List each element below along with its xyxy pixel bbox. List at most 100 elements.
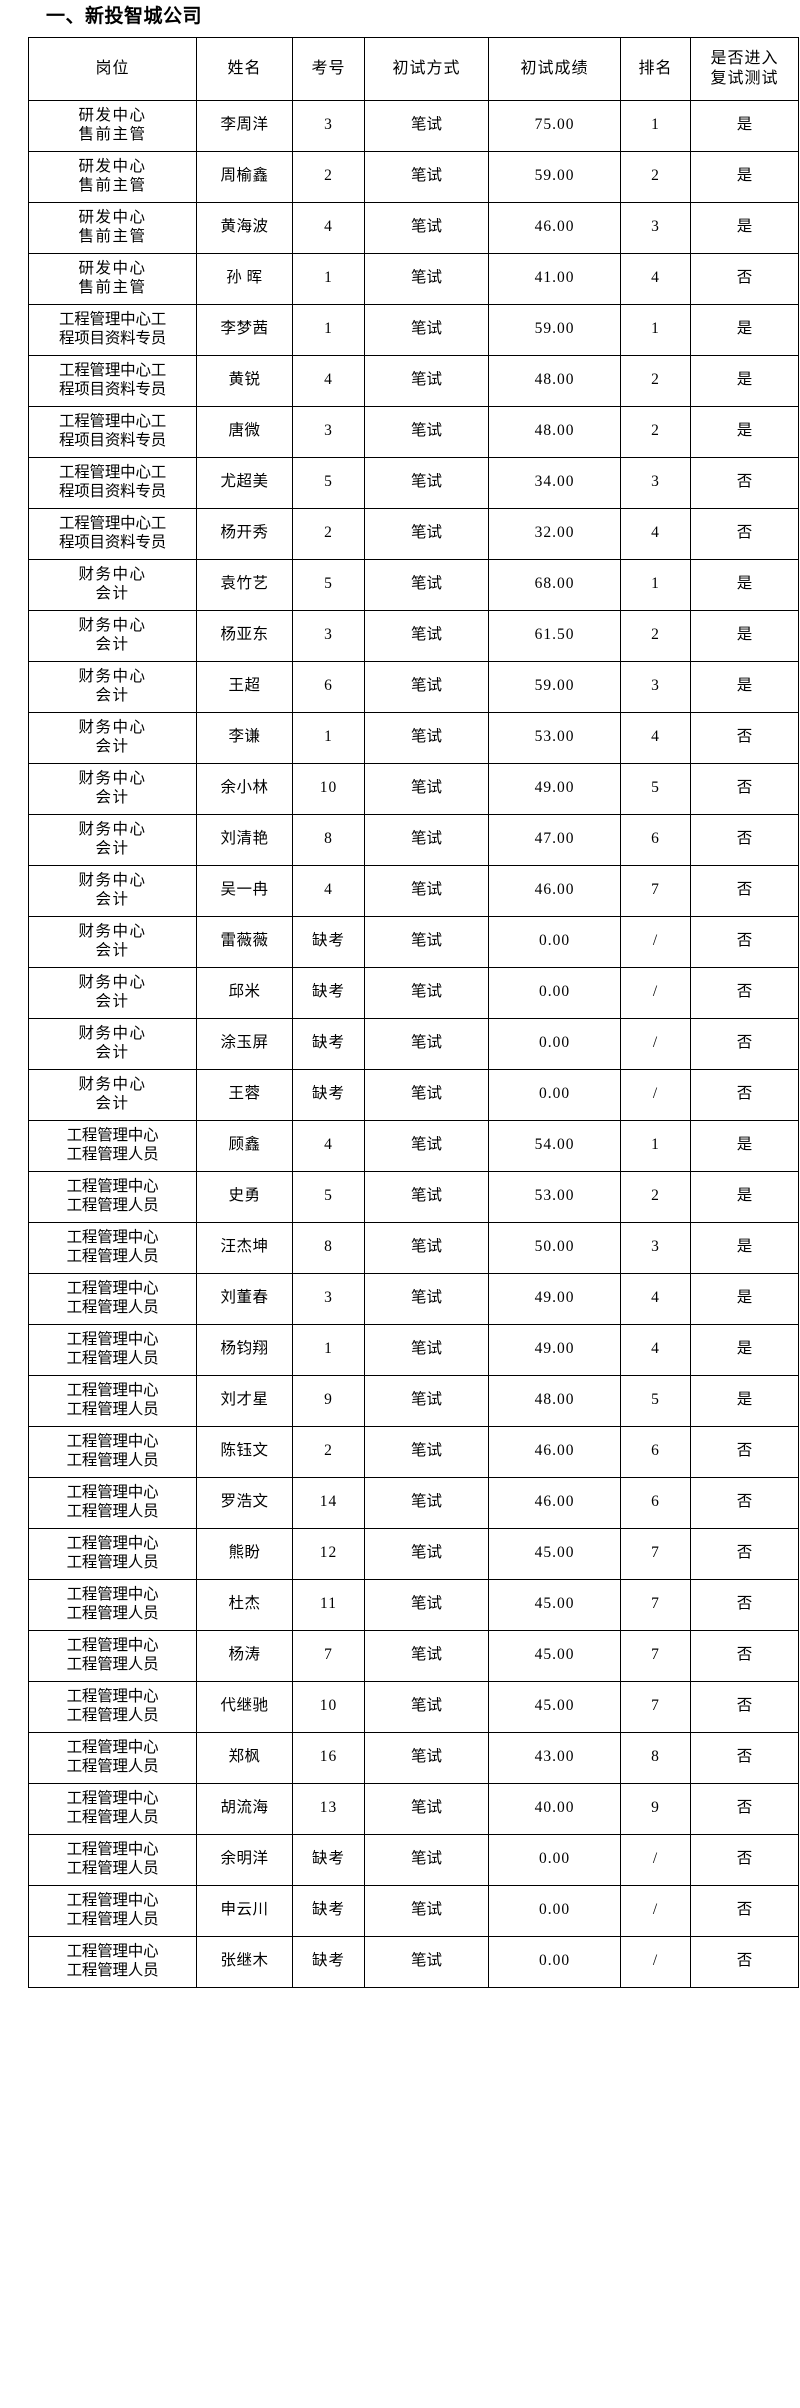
cell-score: 75.00: [488, 99, 621, 152]
table-row: 工程管理中心 工程管理人员 张继木 缺考 笔试 0.00/否: [28, 1935, 799, 1988]
cell-exam-no: 7: [292, 1629, 365, 1682]
table-row: 工程管理中心 工程管理人员 杜杰 11 笔试 45.00 7 否: [28, 1578, 799, 1631]
cell-post-line2: 程项目资料专员: [58, 533, 167, 551]
cell-pass: 是: [690, 660, 799, 713]
cell-pass: 否: [690, 864, 799, 917]
cell-method: 笔试: [364, 1935, 489, 1988]
cell-pass: 否: [690, 1680, 799, 1733]
cell-post-line1: 工程管理中心: [66, 1840, 159, 1858]
cell-post-line2: 程项目资料专员: [58, 380, 167, 398]
cell-score: 53.00: [488, 711, 621, 764]
cell-name: 孙 晖: [196, 252, 293, 305]
cell-post-line2: 工程管理人员: [66, 1145, 159, 1163]
table-row: 工程管理中心 工程管理人员 罗浩文 14 笔试 46.00 6 否: [28, 1476, 799, 1529]
cell-exam-no: 3: [292, 405, 365, 458]
cell-post-line2: 工程管理人员: [66, 1859, 159, 1877]
cell-exam-no: 3: [292, 99, 365, 152]
table-row: 研发中心 售前主管 黄海波 4 笔试 46.00 3 是: [28, 201, 799, 254]
cell-name: 张继木: [196, 1935, 293, 1988]
cell-exam-no: 缺考: [292, 915, 365, 968]
table-row: 研发中心 售前主管 周榆鑫 2 笔试 59.00 2 是: [28, 150, 799, 203]
cell-score: 0.00: [488, 1884, 621, 1937]
cell-score: 47.00: [488, 813, 621, 866]
cell-name: 尤超美: [196, 456, 293, 509]
cell-score: 45.00: [488, 1578, 621, 1631]
table-row: 工程管理中心 工程管理人员 汪杰坤 8 笔试 50.00 3 是: [28, 1221, 799, 1274]
cell-post: 财务中心 会计: [28, 558, 197, 611]
table-row: 财务中心 会计 杨亚东 3 笔试 61.50 2 是: [28, 609, 799, 662]
cell-post: 工程管理中心 工程管理人员: [28, 1935, 197, 1988]
cell-post-line2: 会计: [95, 839, 130, 857]
cell-post: 财务中心 会计: [28, 762, 197, 815]
table-row: 工程管理中心工 程项目资料专员 黄锐 4 笔试 48.00 2 是: [28, 354, 799, 407]
exam-results-table: 岗位 姓名 考号 初试方式 初试成绩 排名 是否进入 复试测试 研发中心 售前主管…: [28, 36, 799, 1988]
cell-name: 史勇: [196, 1170, 293, 1223]
cell-post-line1: 工程管理中心工: [58, 361, 167, 379]
cell-name: 邱米: [196, 966, 293, 1019]
cell-score: 68.00: [488, 558, 621, 611]
cell-post-line1: 工程管理中心: [66, 1738, 159, 1756]
cell-post: 财务中心 会计: [28, 915, 197, 968]
cell-exam-no: 9: [292, 1374, 365, 1427]
cell-rank: /: [620, 1884, 691, 1937]
cell-post-line1: 工程管理中心: [66, 1789, 159, 1807]
cell-name: 李谦: [196, 711, 293, 764]
cell-score: 46.00: [488, 201, 621, 254]
cell-exam-no: 5: [292, 1170, 365, 1223]
cell-score: 45.00: [488, 1527, 621, 1580]
cell-name: 唐微: [196, 405, 293, 458]
table-row: 财务中心 会计 李谦 1 笔试 53.00 4 否: [28, 711, 799, 764]
cell-method: 笔试: [364, 1629, 489, 1682]
cell-post-line2: 售前主管: [78, 278, 147, 296]
cell-rank: 2: [620, 609, 691, 662]
cell-score: 32.00: [488, 507, 621, 560]
cell-score: 0.00: [488, 966, 621, 1019]
cell-post-line1: 工程管理中心: [66, 1432, 159, 1450]
cell-method: 笔试: [364, 1578, 489, 1631]
cell-post-line2: 工程管理人员: [66, 1247, 159, 1265]
cell-post-line1: 财务中心: [78, 1024, 147, 1042]
cell-pass: 否: [690, 1884, 799, 1937]
cell-post-line2: 工程管理人员: [66, 1655, 159, 1673]
cell-post-line2: 工程管理人员: [66, 1349, 159, 1367]
cell-post-line2: 会计: [95, 635, 130, 653]
cell-score: 34.00: [488, 456, 621, 509]
table-row: 财务中心 会计 王蓉 缺考 笔试 0.00/否: [28, 1068, 799, 1121]
cell-rank: 5: [620, 762, 691, 815]
cell-post-line1: 研发中心: [78, 208, 147, 226]
cell-method: 笔试: [364, 609, 489, 662]
cell-post-line1: 工程管理中心: [66, 1942, 159, 1960]
table-row: 财务中心 会计 涂玉屏 缺考 笔试 0.00/否: [28, 1017, 799, 1070]
cell-exam-no: 1: [292, 252, 365, 305]
cell-exam-no: 缺考: [292, 966, 365, 1019]
cell-post: 工程管理中心 工程管理人员: [28, 1680, 197, 1733]
cell-exam-no: 2: [292, 507, 365, 560]
cell-exam-no: 1: [292, 303, 365, 356]
cell-name: 袁竹艺: [196, 558, 293, 611]
cell-name: 吴一冉: [196, 864, 293, 917]
cell-post-line2: 工程管理人员: [66, 1196, 159, 1214]
cell-exam-no: 10: [292, 1680, 365, 1733]
cell-method: 笔试: [364, 711, 489, 764]
cell-method: 笔试: [364, 1170, 489, 1223]
cell-post-line1: 工程管理中心工: [58, 310, 167, 328]
cell-post-line2: 售前主管: [78, 227, 147, 245]
cell-rank: 4: [620, 711, 691, 764]
cell-method: 笔试: [364, 1221, 489, 1274]
cell-post-line2: 程项目资料专员: [58, 431, 167, 449]
table-header: 岗位 姓名 考号 初试方式 初试成绩 排名 是否进入 复试测试: [28, 36, 799, 101]
table-row: 财务中心 会计 余小林 10 笔试 49.00 5 否: [28, 762, 799, 815]
cell-post-line1: 财务中心: [78, 1075, 147, 1093]
table-row: 财务中心 会计 王超 6 笔试 59.00 3 是: [28, 660, 799, 713]
table-row: 工程管理中心工 程项目资料专员 杨开秀 2 笔试 32.00 4 否: [28, 507, 799, 560]
cell-method: 笔试: [364, 1119, 489, 1172]
document-page: 一、新投智城公司 岗位 姓名 考号 初试方式 初试成绩 排名 是否进入 复试测试…: [28, 6, 799, 1988]
cell-post: 工程管理中心 工程管理人员: [28, 1782, 197, 1835]
cell-method: 笔试: [364, 864, 489, 917]
cell-score: 40.00: [488, 1782, 621, 1835]
cell-exam-no: 3: [292, 609, 365, 662]
cell-post: 工程管理中心 工程管理人员: [28, 1425, 197, 1478]
cell-rank: 8: [620, 1731, 691, 1784]
cell-pass: 是: [690, 1221, 799, 1274]
cell-name: 李梦茜: [196, 303, 293, 356]
